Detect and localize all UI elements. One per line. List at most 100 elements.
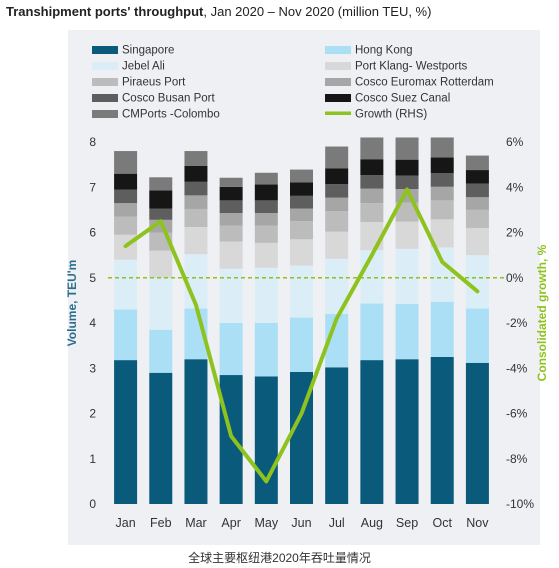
legend-swatch: [92, 110, 118, 118]
legend-line-swatch: [325, 111, 351, 115]
bar-segment-jebel-ali-jan: [114, 259, 138, 310]
bar-segment-jebel-ali-nov: [465, 255, 489, 309]
legend-label: Cosco Suez Canal: [355, 93, 450, 105]
y-tick-label: 8: [89, 135, 96, 149]
x-tick-label: Aug: [361, 516, 383, 530]
bar-segment-cosco-euromax-rotterdam-may: [254, 213, 278, 226]
legend-item-jebel-ali: Jebel Ali: [92, 61, 165, 73]
legend-swatch: [325, 78, 351, 86]
bar-segment-cosco-euromax-rotterdam-jul: [325, 197, 349, 212]
y2-tick-label: -2%: [506, 316, 528, 330]
x-tick-label: Mar: [185, 516, 207, 530]
bar-segment-cosco-euromax-rotterdam-nov: [465, 197, 489, 210]
bar-segment-port-klang-westports-nov: [465, 227, 489, 256]
bar-segment-singapore-oct: [430, 356, 454, 504]
bar-segment-cmports-colombo-feb: [149, 177, 173, 191]
legend-item-cosco-suez-canal: Cosco Suez Canal: [325, 93, 450, 105]
legend-label: Growth (RHS): [355, 109, 427, 121]
bar-segment-cmports-colombo-jul: [325, 146, 349, 169]
x-tick-label: Feb: [150, 516, 172, 530]
bar-segment-hong-kong-jul: [325, 313, 349, 368]
bar-segment-piraeus-port-oct: [430, 200, 454, 220]
bar-segment-port-klang-westports-oct: [430, 219, 454, 248]
legend-item-singapore: Singapore: [92, 45, 174, 57]
caption: 全球主要枢纽港2020年吞吐量情况: [188, 551, 371, 565]
legend-label: Singapore: [122, 45, 174, 57]
bar-segment-port-klang-westports-may: [254, 242, 278, 268]
bar-segment-singapore-nov: [465, 362, 489, 504]
bar-segment-singapore-mar: [184, 359, 208, 504]
bar-segment-port-klang-westports-mar: [184, 227, 208, 255]
bar-segment-cmports-colombo-jun: [290, 169, 313, 183]
y2-tick-label: 0%: [506, 271, 524, 285]
y-axis-title: Volume, TEU'm: [65, 260, 79, 347]
bar-segment-singapore-may: [254, 376, 278, 504]
bar-segment-piraeus-port-aug: [360, 203, 384, 223]
bar-segment-singapore-aug: [360, 360, 384, 504]
x-tick-label: Oct: [433, 516, 453, 530]
bar-segment-cosco-euromax-rotterdam-mar: [184, 195, 208, 209]
growth-series-line: [123, 187, 480, 484]
chart-title: Transhipment ports' throughput, Jan 2020…: [6, 4, 431, 19]
legend-label: Cosco Busan Port: [122, 93, 215, 105]
legend-swatch: [325, 46, 351, 54]
bar-segment-port-klang-westports-sep: [395, 221, 419, 249]
legend-label: Port Klang- Westports: [355, 61, 468, 73]
bar-segment-cosco-busan-port-nov: [465, 183, 489, 198]
bar-segment-cosco-suez-canal-feb: [149, 190, 173, 209]
legend-item-cosco-euromax-rotterdam: Cosco Euromax Rotterdam: [325, 77, 494, 89]
y-tick-label: 2: [89, 407, 96, 421]
bar-segment-hong-kong-jun: [290, 317, 313, 372]
bar-segment-singapore-jun: [290, 371, 313, 504]
bar-segment-port-klang-westports-feb: [149, 250, 173, 278]
bar-segment-cosco-suez-canal-jan: [114, 173, 138, 190]
bar-segment-singapore-jul: [325, 367, 349, 504]
bar-segment-singapore-sep: [395, 359, 419, 504]
bar-segment-port-klang-westports-jul: [325, 231, 349, 259]
bar-segment-singapore-feb: [149, 372, 173, 504]
bar-segment-piraeus-port-jun: [290, 221, 313, 240]
bar-segment-hong-kong-aug: [360, 303, 384, 361]
bar-segment-piraeus-port-sep: [395, 202, 419, 222]
y-tick-label: 6: [89, 226, 96, 240]
bar-segment-cosco-suez-canal-mar: [184, 165, 208, 182]
bar-segment-cosco-euromax-rotterdam-aug: [360, 188, 384, 204]
bar-segment-cosco-suez-canal-aug: [360, 159, 384, 176]
bar-segment-jebel-ali-apr: [219, 268, 243, 323]
bar-segment-cosco-busan-port-may: [254, 200, 278, 214]
chart-title-bold: Transhipment ports' throughput: [6, 4, 204, 19]
x-tick-label: Sep: [396, 516, 418, 530]
y2-tick-label: -4%: [506, 361, 528, 375]
y2-tick-label: 4%: [506, 180, 524, 194]
legend-swatch: [325, 94, 351, 102]
legend-item-cmports-colombo: CMPorts -Colombo: [92, 109, 220, 121]
bar-segment-cosco-busan-port-mar: [184, 181, 208, 196]
y-tick-label: 1: [89, 452, 96, 466]
bar-segment-jebel-ali-jul: [325, 258, 349, 314]
y2-tick-label: -10%: [506, 497, 534, 511]
growth-line: [123, 187, 480, 484]
bar-segment-cosco-busan-port-jun: [290, 195, 313, 209]
y2-axis-title: Consolidated growth, %: [535, 244, 549, 381]
legend-swatch: [92, 46, 118, 54]
bar-segment-cosco-busan-port-feb: [149, 208, 173, 220]
bar-segment-jebel-ali-may: [254, 267, 278, 323]
bar-segment-cmports-colombo-may: [254, 172, 278, 185]
bar-segment-cosco-busan-port-sep: [395, 175, 419, 190]
bar-segment-hong-kong-may: [254, 323, 278, 377]
legend-swatch: [325, 62, 351, 70]
y-tick-label: 3: [89, 361, 96, 375]
bar-segment-cosco-suez-canal-sep: [395, 159, 419, 176]
y2-tick-label: -6%: [506, 407, 528, 421]
bar-segment-jebel-ali-sep: [395, 248, 419, 304]
bar-segment-cosco-euromax-rotterdam-jan: [114, 203, 138, 217]
bar-segment-hong-kong-sep: [395, 303, 419, 360]
x-tick-label: Jun: [291, 516, 311, 530]
x-tick-label: Jan: [116, 516, 136, 530]
y2-tick-label: -8%: [506, 452, 528, 466]
x-tick-label: May: [255, 516, 279, 530]
bar-segment-cmports-colombo-apr: [219, 177, 243, 187]
bar-segment-port-klang-westports-jun: [290, 239, 313, 266]
bar-segment-piraeus-port-apr: [219, 225, 243, 242]
bar-segment-hong-kong-oct: [430, 301, 454, 357]
